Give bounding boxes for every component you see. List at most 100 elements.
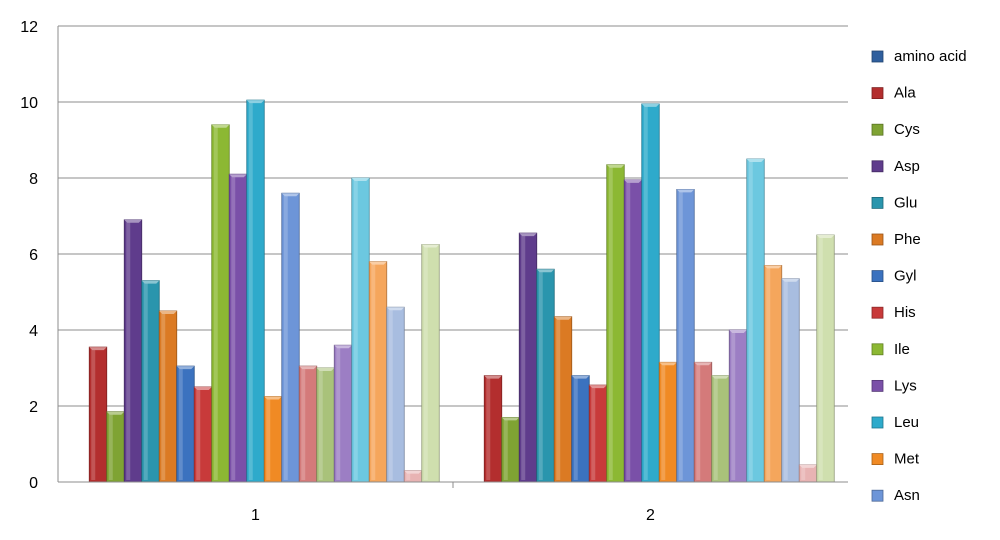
legend-item: Met bbox=[871, 451, 920, 468]
bar-highlight bbox=[371, 263, 376, 480]
bar bbox=[588, 384, 608, 483]
bar bbox=[606, 164, 625, 483]
bar-highlight bbox=[521, 235, 526, 480]
bar bbox=[711, 375, 730, 483]
bar bbox=[211, 124, 230, 483]
bar-highlight bbox=[178, 368, 183, 480]
legend-swatch bbox=[871, 160, 884, 173]
bar-highlight bbox=[801, 466, 806, 480]
bar-highlight bbox=[423, 246, 428, 480]
bar bbox=[798, 464, 818, 483]
legend-swatch bbox=[871, 196, 884, 209]
bar-top bbox=[781, 278, 800, 282]
bar-top bbox=[711, 375, 730, 379]
bar bbox=[193, 386, 213, 483]
bar bbox=[746, 158, 765, 483]
legend-swatch bbox=[871, 270, 884, 283]
legend-label: Leu bbox=[894, 414, 919, 431]
bar-highlight bbox=[556, 318, 561, 480]
legend-label: Gyl bbox=[894, 268, 917, 285]
bar-top bbox=[484, 375, 502, 379]
bar-top bbox=[404, 470, 422, 474]
bar-highlight bbox=[91, 349, 96, 480]
bar-top bbox=[281, 193, 300, 197]
bar-highlight bbox=[661, 364, 666, 480]
legend-label: Asp bbox=[894, 158, 920, 175]
bar-top bbox=[124, 219, 142, 223]
legend-item: Ala bbox=[871, 85, 916, 102]
bar-top bbox=[606, 164, 625, 168]
legend-label: Phe bbox=[894, 231, 921, 248]
bar-top bbox=[316, 368, 335, 371]
bar-top bbox=[624, 179, 642, 183]
bar bbox=[623, 179, 643, 483]
bar bbox=[816, 234, 835, 483]
legend-swatch bbox=[871, 123, 884, 136]
y-tick-label: 6 bbox=[29, 247, 38, 264]
bar bbox=[316, 367, 335, 483]
legend-item: Glu bbox=[871, 194, 917, 211]
y-tick-label: 0 bbox=[29, 475, 38, 492]
legend: amino acid Ala Cys Asp Glu Phe Gyl His Ile Lys Leu… bbox=[871, 48, 967, 504]
bar-top bbox=[694, 362, 712, 366]
bar-highlight bbox=[196, 389, 201, 480]
bar bbox=[641, 103, 660, 483]
bar-top bbox=[106, 411, 125, 415]
x-tick-label: 2 bbox=[646, 507, 655, 524]
bar-top bbox=[729, 330, 747, 333]
bar bbox=[368, 261, 388, 483]
bar-highlight bbox=[283, 195, 288, 480]
bar-highlight bbox=[748, 161, 753, 480]
bar-highlight bbox=[591, 387, 596, 480]
y-tick-label: 12 bbox=[20, 19, 38, 36]
bar-highlight bbox=[248, 102, 253, 480]
bar bbox=[386, 306, 405, 483]
bar bbox=[763, 264, 783, 483]
bar-highlight bbox=[231, 176, 236, 480]
bar-top bbox=[501, 417, 520, 421]
bar bbox=[501, 416, 520, 483]
bar bbox=[571, 375, 590, 483]
bar-top bbox=[536, 269, 555, 273]
bar-top bbox=[554, 316, 572, 320]
legend-item: Lys bbox=[871, 377, 917, 394]
bar-top bbox=[764, 265, 782, 269]
bar-highlight bbox=[336, 347, 341, 480]
legend-label: Glu bbox=[894, 194, 917, 211]
legend-label: amino acid bbox=[894, 48, 967, 65]
bar bbox=[518, 232, 538, 483]
bar-highlight bbox=[643, 105, 648, 481]
bar-top bbox=[816, 235, 835, 238]
bar-highlight bbox=[783, 280, 788, 480]
bar bbox=[263, 396, 283, 483]
bar bbox=[351, 177, 370, 483]
bar bbox=[158, 310, 178, 483]
bar-highlight bbox=[731, 332, 736, 480]
bar bbox=[403, 470, 423, 483]
bar-highlight bbox=[266, 398, 271, 480]
bar-top bbox=[369, 261, 387, 265]
bar-top bbox=[246, 100, 265, 104]
legend-item: His bbox=[871, 304, 916, 321]
bar-top bbox=[159, 311, 177, 314]
bar bbox=[421, 244, 440, 483]
legend-swatch bbox=[871, 453, 884, 466]
bar bbox=[536, 268, 555, 483]
bar-highlight bbox=[388, 309, 393, 480]
legend-label: Ile bbox=[894, 341, 910, 358]
y-tick-label: 10 bbox=[20, 95, 38, 112]
bar-top bbox=[676, 189, 695, 193]
bar-highlight bbox=[213, 126, 218, 481]
bar-top bbox=[211, 124, 230, 128]
bar-highlight bbox=[608, 166, 613, 480]
bar bbox=[123, 219, 143, 483]
bar-top bbox=[746, 159, 765, 162]
legend-item: Asp bbox=[871, 158, 920, 175]
bar-highlight bbox=[503, 419, 508, 480]
bar-highlight bbox=[538, 271, 543, 480]
bar bbox=[728, 329, 748, 483]
bar-highlight bbox=[143, 282, 148, 480]
bar bbox=[693, 361, 713, 483]
y-tick-label: 2 bbox=[29, 399, 38, 416]
legend-item: amino acid bbox=[871, 48, 967, 65]
